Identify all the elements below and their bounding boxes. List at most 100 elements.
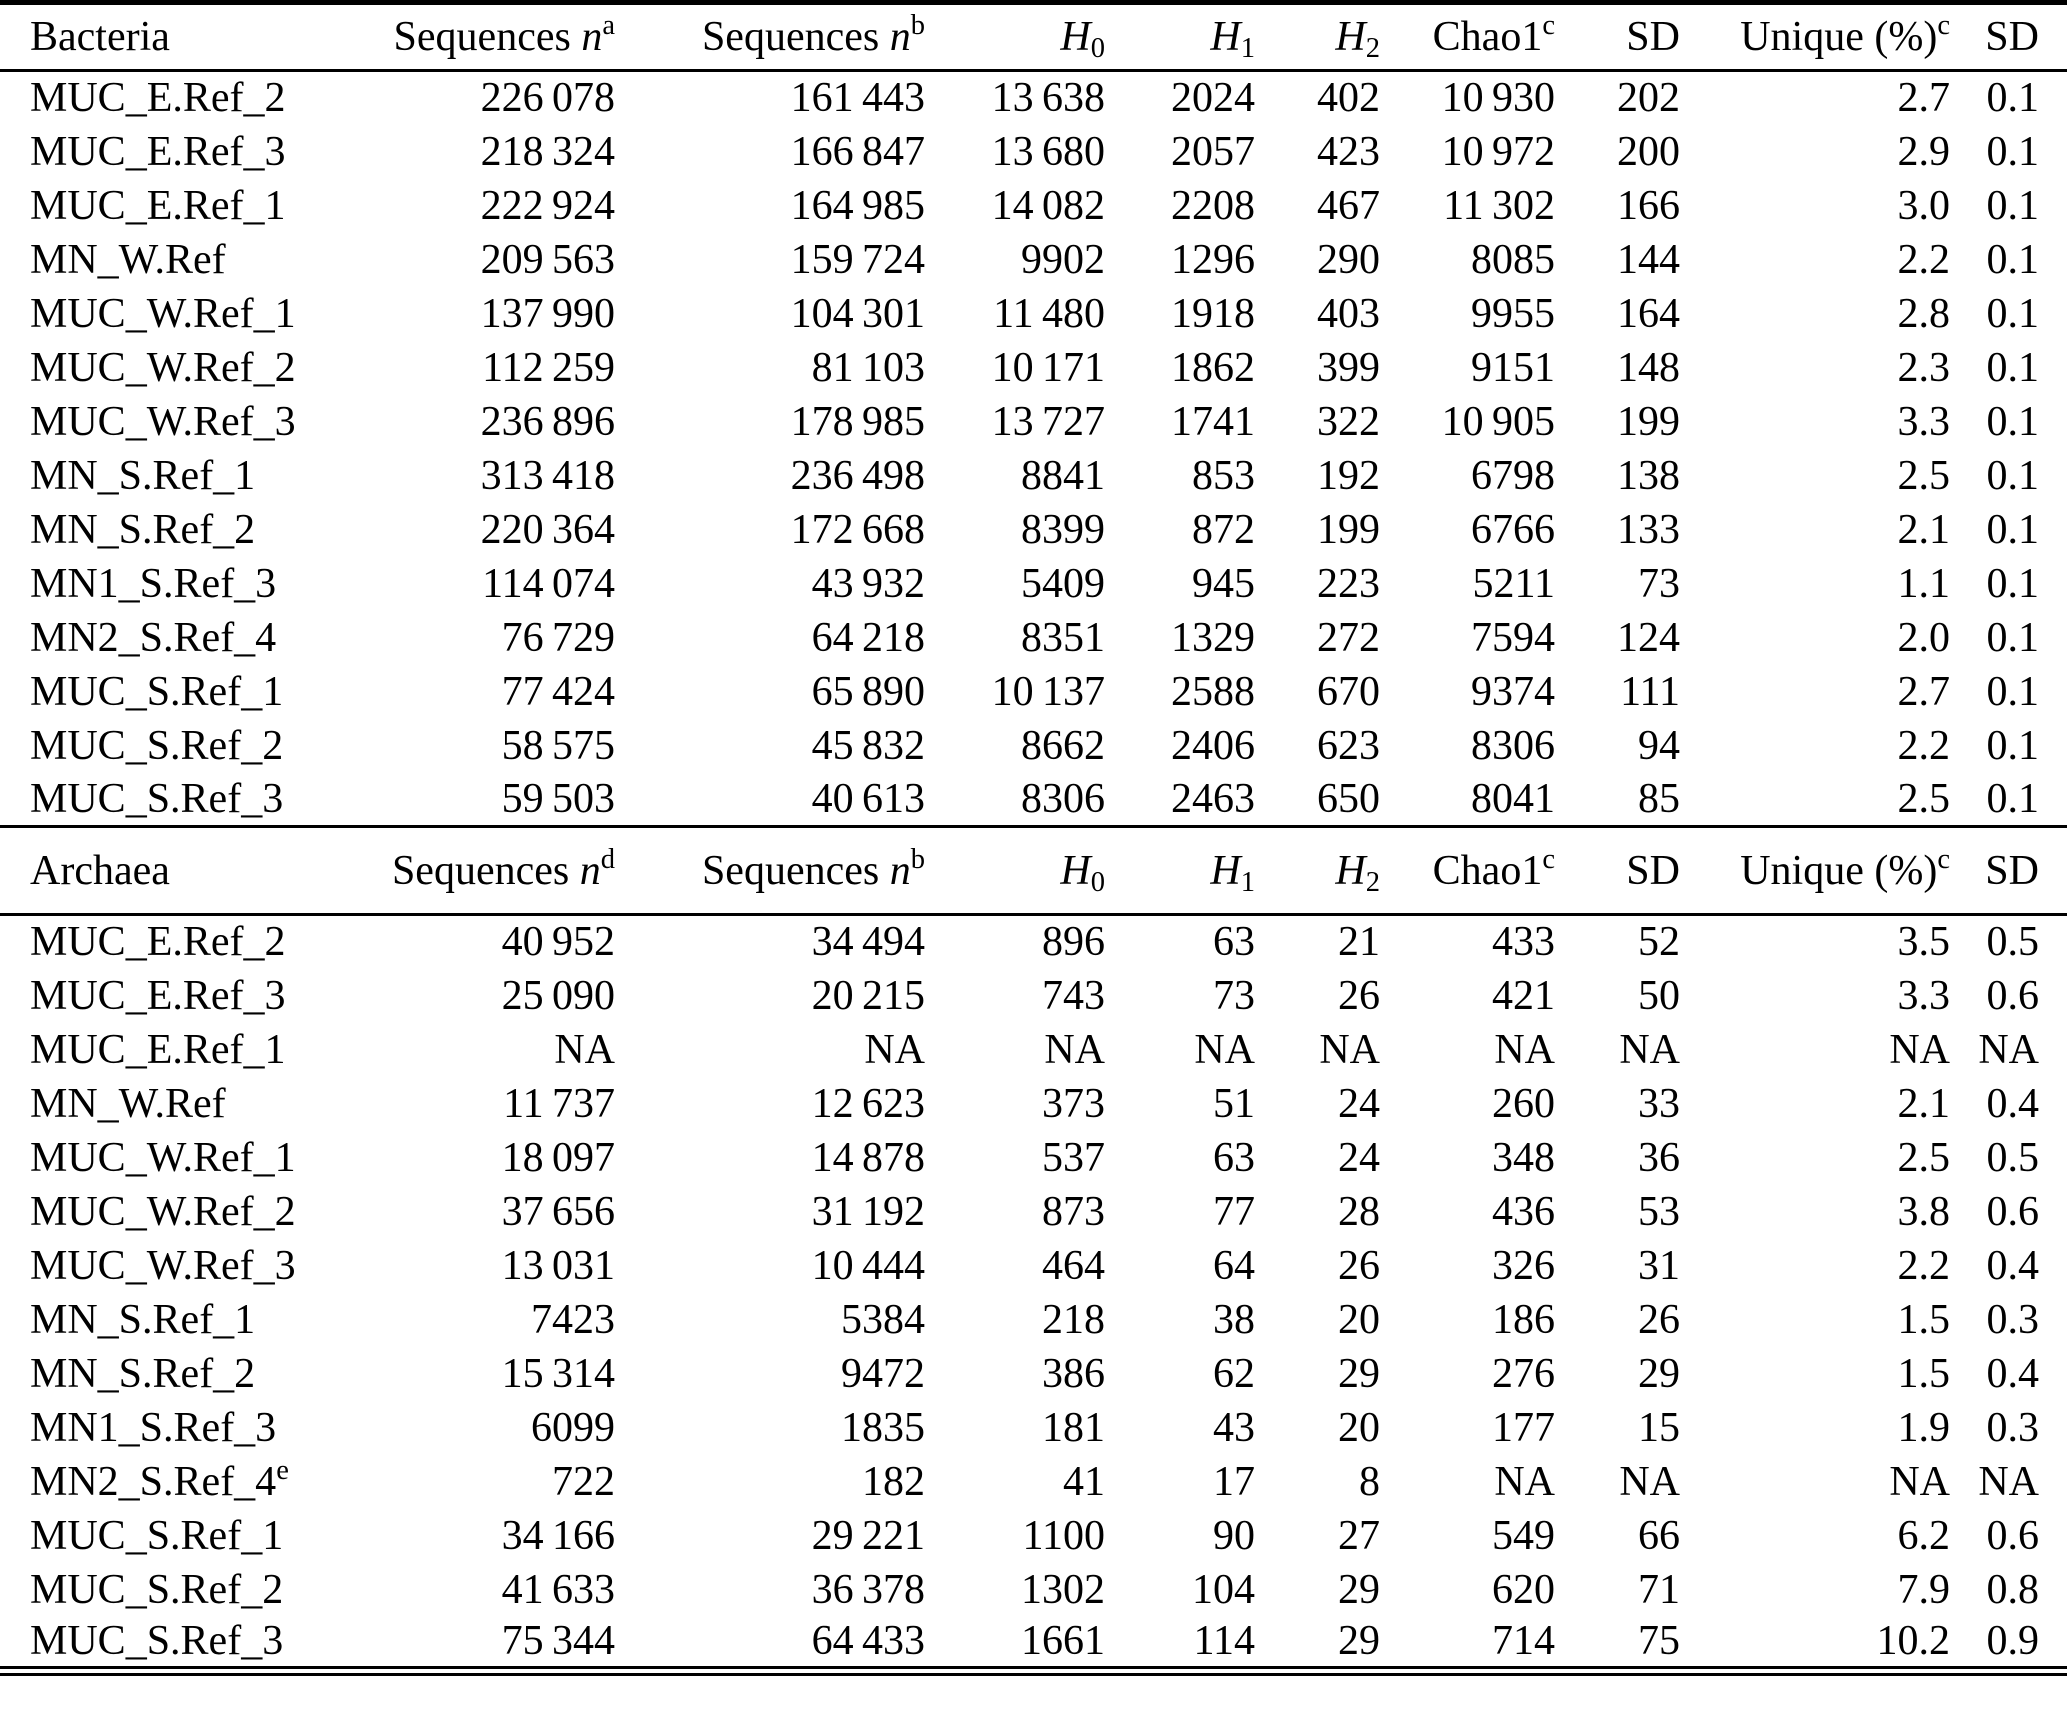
value-cell: 2057 [1171,128,1255,175]
value-cell: 1661 [1021,1618,1105,1664]
value-cell: 9902 [1021,236,1105,283]
value-cell: 7423 [531,1296,615,1343]
value-cell: 399 [1317,344,1380,391]
header-text-segment: H [1210,14,1241,60]
value-cell: 0.6 [1986,972,2040,1019]
table-row: MUC_W.Ref_2 37 656 31 192 873 77 28 436 53 3.8 0.… [0,1185,2067,1239]
value-cell: 2.7 [1897,668,1951,715]
value-cell: 114 074 [482,560,615,607]
value-cell: 90 [1213,1512,1255,1559]
header-text-segment: n [889,847,911,894]
value-cell: 0.5 [1986,1134,2040,1181]
value-cell: 138 [1617,452,1680,499]
value-cell: 537 [1042,1134,1105,1181]
header-text-segment: SD [1985,847,2039,894]
bacteria-col-header-9: SD [1950,2,2067,72]
header-text-segment: 2 [1365,33,1380,65]
sample-name-cell: MN_S.Ref_2 [30,1350,256,1397]
value-cell: 1741 [1171,398,1255,445]
archaea-col-header-1: Sequences nd [340,825,615,916]
sample-name-cell: MN_W.Ref [30,1080,226,1127]
header-text-segment: Sequences [701,14,890,60]
value-cell: 20 215 [811,972,925,1019]
value-cell: 0.1 [1986,560,2040,607]
value-cell: NA [1319,1026,1380,1073]
value-cell: 0.1 [1986,290,2040,337]
value-cell: 9151 [1471,344,1555,391]
sample-name-cell: MUC_W.Ref_2 [30,344,296,391]
value-cell: 24 [1338,1080,1380,1127]
value-cell: 10 444 [811,1242,925,1289]
value-cell: 1918 [1171,290,1255,337]
value-cell: 8662 [1021,722,1105,769]
table-row: MUC_W.Ref_3 236 896 178 985 13 727 1741 322 10… [0,395,2067,449]
header-text-segment: H [1210,847,1241,894]
sample-name-cell: MN_S.Ref_1 [30,1296,256,1343]
table-row: MUC_E.Ref_3 218 324 166 847 13 680 2057 423 10… [0,125,2067,179]
value-cell: 1.5 [1897,1350,1951,1397]
value-cell: 178 985 [790,398,925,445]
value-cell: 945 [1192,560,1255,607]
sample-name-cell: MN_S.Ref_2 [30,506,256,553]
value-cell: 10 905 [1441,398,1555,445]
table-row: MN_S.Ref_1 7423 5384 218 38 20 186 26 1.5 0.3 [0,1293,2067,1347]
value-cell: 24 [1338,1134,1380,1181]
section-bacteria: Bacteria Sequences na Sequences nb H0 H1 H2 Ch… [0,2,2067,827]
value-cell: 0.1 [1986,452,2040,499]
value-cell: 218 [1042,1296,1105,1343]
value-cell: 37 656 [501,1188,615,1235]
value-cell: 2.5 [1897,452,1951,499]
value-cell: 34 166 [501,1512,615,1559]
value-cell: 348 [1492,1134,1555,1181]
sample-name-cell: MUC_W.Ref_2 [30,1188,296,1235]
value-cell: 62 [1213,1350,1255,1397]
sample-name-cell: MUC_S.Ref_3 [30,1618,284,1664]
value-cell: 7594 [1471,614,1555,661]
value-cell: 10 972 [1441,128,1555,175]
value-cell: 192 [1317,452,1380,499]
value-cell: 12 623 [811,1080,925,1127]
value-cell: 403 [1317,290,1380,337]
value-cell: 2.7 [1897,75,1951,122]
value-cell: NA [1619,1026,1680,1073]
value-cell: 0.1 [1986,75,2040,122]
value-cell: 549 [1492,1512,1555,1559]
table-row: MUC_W.Ref_3 13 031 10 444 464 64 26 326 31 2.2 0.… [0,1239,2067,1293]
value-cell: 0.5 [1986,919,2040,966]
value-cell: 7.9 [1897,1566,1951,1613]
value-cell: 260 [1492,1080,1555,1127]
footnote-marker: e [276,1454,289,1486]
archaea-header-row: Archaea Sequences nd Sequences nb H0 H1 H2 Cha… [0,825,2067,916]
value-cell: 94 [1638,722,1680,769]
header-text-segment: 1 [1240,866,1255,898]
value-cell: 222 924 [480,182,615,229]
sample-name-cell: MUC_E.Ref_2 [30,75,286,122]
header-text-segment: Bacteria [30,14,170,60]
value-cell: 3.5 [1897,919,1951,966]
table-row: MUC_E.Ref_1 NA NA NA NA NA NA NA NA NA [0,1023,2067,1077]
value-cell: 13 638 [991,75,1105,122]
value-cell: 276 [1492,1350,1555,1397]
header-text-segment: Unique (%) [1740,14,1938,60]
value-cell: 36 378 [811,1566,925,1613]
value-cell: 0.1 [1986,128,2040,175]
header-text-segment: c [1937,843,1950,875]
value-cell: NA [1889,1458,1950,1505]
sample-name-cell: MUC_W.Ref_1 [30,290,296,337]
value-cell: 58 575 [501,722,615,769]
value-cell: 10 137 [991,668,1105,715]
value-cell: 15 [1638,1404,1680,1451]
value-cell: 620 [1492,1566,1555,1613]
value-cell: 20 [1338,1296,1380,1343]
bacteria-col-header-0: Bacteria [0,2,340,72]
value-cell: 423 [1317,128,1380,175]
value-cell: 8306 [1021,775,1105,822]
value-cell: 114 [1193,1618,1255,1664]
value-cell: 41 633 [501,1566,615,1613]
sample-name-cell: MUC_S.Ref_2 [30,1566,284,1613]
table-row: MN1_S.Ref_3 6099 1835 181 43 20 177 15 1.9 0.3 [0,1401,2067,1455]
value-cell: NA [864,1026,925,1073]
sample-name-cell: MN1_S.Ref_3 [30,560,277,607]
value-cell: 64 433 [811,1618,925,1664]
value-cell: 272 [1317,614,1380,661]
